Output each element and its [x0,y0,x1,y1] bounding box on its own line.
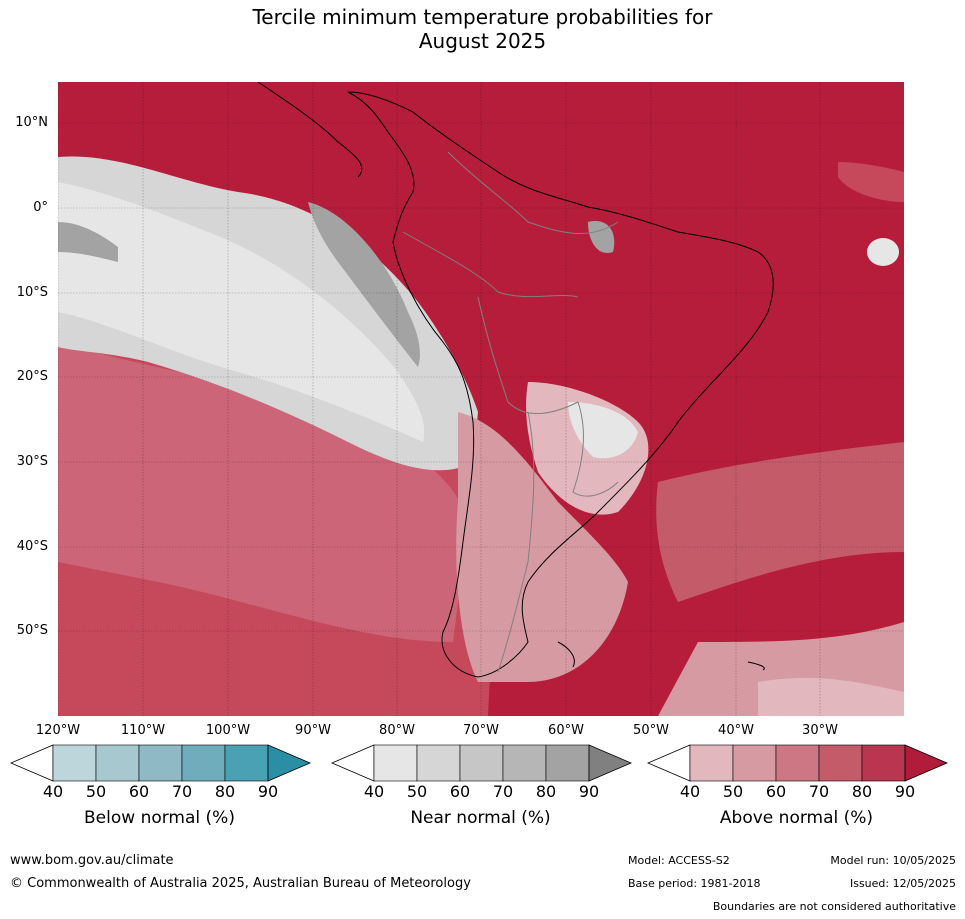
below-normal-tick-50: 50 [85,782,107,801]
south-atlantic-lightest [758,677,904,716]
above-normal-swatch-50 [732,744,777,782]
below-normal-label: Below normal (%) [84,808,235,828]
above-normal-tick-90: 90 [894,782,916,801]
near-normal-swatch-70 [502,744,547,782]
near-normal-tick-50: 50 [406,782,428,801]
website-link[interactable]: www.bom.gov.au/climate [10,853,174,868]
lon-label-110w: 110°W [120,723,166,738]
lat-label-10s: 10°S [16,285,48,300]
lon-label-120w: 120°W [35,723,81,738]
disclaimer-text: Boundaries are not considered authoritat… [712,900,956,913]
country-borders [402,151,619,673]
below-normal-swatch-50 [95,744,140,782]
below-normal-tick-70: 70 [171,782,193,801]
south-atlantic-region [656,442,904,602]
lat-label-0: 0° [33,200,48,215]
graticule [58,82,904,716]
paraguay-near-normal [568,402,638,459]
issued-text: Issued: 12/05/2025 [849,877,956,890]
above-normal-swatch-low [647,744,691,782]
lon-label-80w: 80°W [379,723,415,738]
below-normal-tick-80: 80 [214,782,236,801]
below-normal-tick-40: 40 [42,782,64,801]
pacific-region-70 [58,342,468,642]
title-line-2: August 2025 [418,29,547,53]
copyright-text: © Commonwealth of Australia 2025, Austra… [10,876,471,891]
above-normal-swatch-70 [818,744,863,782]
lon-label-90w: 90°W [295,723,331,738]
map-svg [58,82,904,716]
above-normal-tick-50: 50 [722,782,744,801]
above-normal-colorbar [647,744,948,782]
south-america-coastline [347,91,774,678]
below-normal-swatch-40 [52,744,97,782]
above-normal-tick-70: 70 [808,782,830,801]
below-normal-swatch-low [10,744,54,782]
near-normal-tick-60: 60 [449,782,471,801]
near-normal-swatch-60 [459,744,504,782]
above-normal-swatch-40 [689,744,734,782]
lon-label-70w: 70°W [463,723,499,738]
near-normal-swatch-50 [416,744,461,782]
near-normal-label: Near normal (%) [410,808,551,828]
argentina-above-normal-50 [456,412,628,682]
base-period-text: Base period: 1981-2018 [628,877,761,890]
model-run-text: Model run: 10/05/2025 [830,854,956,867]
above-normal-swatch-high [904,744,948,782]
lat-label-40s: 40°S [16,539,48,554]
below-normal-tick-90: 90 [257,782,279,801]
lon-label-30w: 30°W [802,723,838,738]
near-normal-tick-90: 90 [578,782,600,801]
falkland-islands [557,641,575,668]
above-normal-swatch-80 [861,744,906,782]
lon-label-100w: 100°W [205,723,251,738]
below-normal-colorbar [10,744,311,782]
central-america-coastline [257,82,363,178]
near-normal-tick-70: 70 [492,782,514,801]
above-normal-tick-40: 40 [679,782,701,801]
amazon-near-normal-patch [588,221,615,253]
near-normal-swatch-low [331,744,375,782]
map-title: Tercile minimum temperature probabilitie… [0,5,965,53]
atlantic-near-normal-spot [867,238,899,266]
above-normal-tick-80: 80 [851,782,873,801]
near-normal-tick-40: 40 [363,782,385,801]
below-normal-swatch-60 [138,744,183,782]
near-normal-swatch-high [588,744,632,782]
below-normal-swatch-70 [181,744,226,782]
above-normal-tick-60: 60 [765,782,787,801]
lat-label-10n: 10°N [15,115,48,130]
atlantic-patch-1 [838,162,904,202]
above-normal-label: Above normal (%) [719,808,874,828]
above-normal-swatch-60 [775,744,820,782]
below-normal-swatch-80 [224,744,269,782]
near-normal-west-patch [58,222,118,262]
below-normal-tick-60: 60 [128,782,150,801]
lon-label-40w: 40°W [718,723,754,738]
near-normal-pacific-core [58,182,425,442]
lat-label-30s: 30°S [16,454,48,469]
near-normal-pacific-darker [308,202,420,367]
lat-label-20s: 20°S [16,369,48,384]
lat-label-50s: 50°S [16,623,48,638]
lon-label-50w: 50°W [633,723,669,738]
near-normal-swatch-80 [545,744,590,782]
title-line-1: Tercile minimum temperature probabilitie… [252,5,713,29]
south-georgia [747,661,765,671]
model-text: Model: ACCESS-S2 [628,854,730,867]
near-normal-tick-80: 80 [535,782,557,801]
near-normal-swatch-40 [373,744,418,782]
probability-map [58,82,904,716]
near-normal-colorbar [331,744,632,782]
below-normal-swatch-high [267,744,311,782]
lon-label-60w: 60°W [548,723,584,738]
